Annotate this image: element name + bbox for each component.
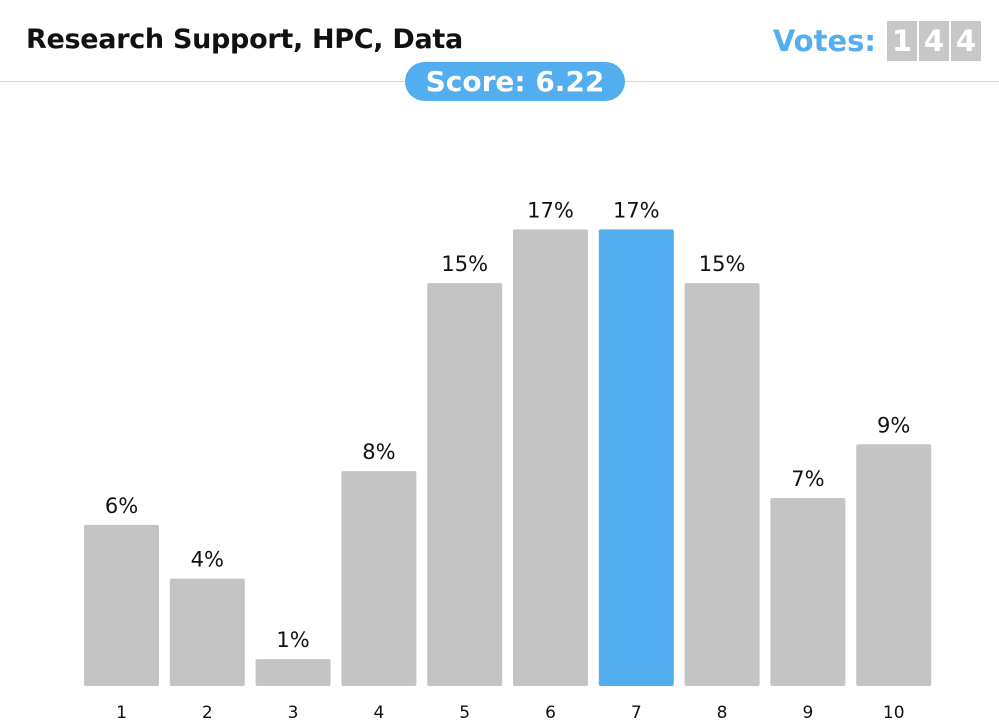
votes-counter: Votes: 1 4 4 — [773, 21, 981, 61]
x-tick-label: 9 — [802, 703, 813, 723]
bar-1 — [84, 524, 159, 686]
bar-4 — [341, 471, 417, 686]
votes-label: Votes: — [772, 24, 876, 58]
votes-digits: 1 4 4 — [885, 21, 981, 61]
bar-10 — [856, 444, 932, 686]
x-tick-label: 4 — [373, 703, 384, 723]
bar-value-label: 17% — [527, 198, 574, 222]
bar-value-label: 7% — [791, 467, 824, 491]
bar-value-label: 17% — [613, 198, 660, 222]
bar-value-label: 8% — [362, 440, 395, 464]
bar-5 — [427, 283, 503, 686]
votes-digit: 1 — [887, 21, 917, 61]
bar-value-label: 6% — [105, 494, 138, 518]
bar-3 — [255, 659, 331, 686]
votes-digit: 4 — [951, 21, 981, 61]
x-tick-label: 7 — [631, 703, 642, 723]
x-tick-label: 5 — [459, 703, 470, 723]
bar-6 — [513, 229, 588, 686]
bar-2 — [169, 578, 245, 686]
bar-7 — [598, 229, 674, 686]
bar-9 — [770, 498, 846, 686]
bar-value-label: 15% — [699, 252, 746, 276]
x-tick-label: 10 — [883, 703, 905, 723]
chart-title: Research Support, HPC, Data — [26, 24, 463, 55]
bar-value-label: 9% — [877, 413, 910, 437]
votes-digit: 4 — [919, 21, 949, 61]
bar-8 — [684, 283, 760, 686]
x-tick-label: 8 — [717, 703, 728, 723]
score-badge: Score: 6.22 — [405, 62, 625, 101]
bar-value-label: 4% — [191, 548, 224, 572]
bar-value-label: 15% — [441, 252, 488, 276]
x-tick-label: 3 — [288, 703, 299, 723]
bar-value-label: 1% — [276, 628, 309, 652]
x-tick-label: 6 — [545, 703, 556, 723]
x-tick-label: 2 — [202, 703, 213, 723]
x-tick-label: 1 — [116, 703, 127, 723]
